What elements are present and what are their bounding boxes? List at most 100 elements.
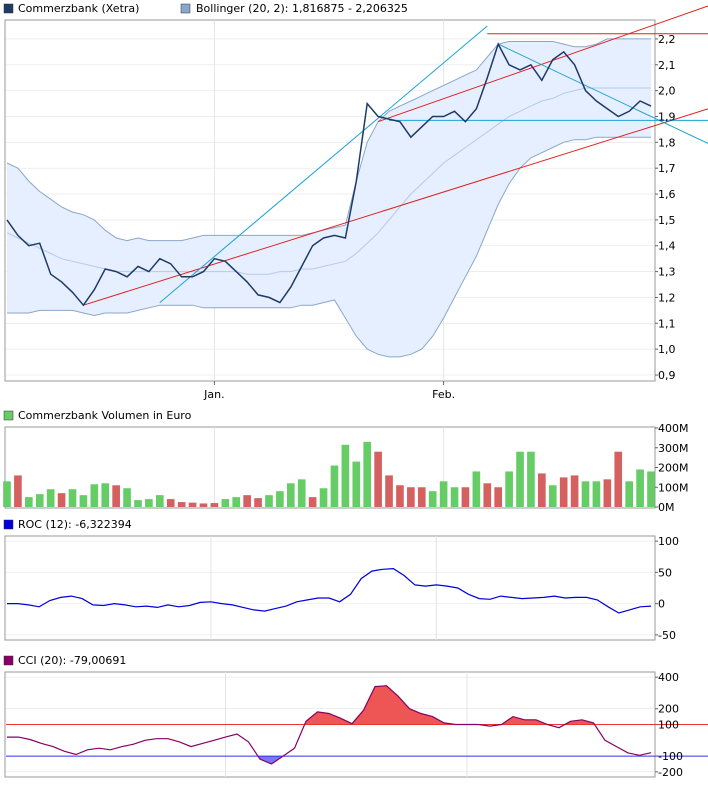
volume-legend-label: Commerzbank Volumen in Euro: [18, 409, 192, 422]
volume-bar: [166, 499, 175, 507]
volume-bar: [14, 475, 22, 507]
y-tick-label: 1,5: [658, 214, 676, 227]
volume-bar: [25, 497, 33, 507]
roc-frame: [4, 535, 656, 641]
price-panel: 0,9 1,0 1,1 1,2 1,3 1,4 1,5 1,6 1,7 1,8 1,9 2,0 2,1 2…: [4, 5, 708, 401]
volume-bar: [46, 489, 55, 507]
x-tick-label: Jan.: [203, 388, 224, 401]
volume-bar: [407, 487, 415, 507]
volume-bar: [221, 499, 230, 507]
volume-bar: [527, 451, 535, 507]
volume-bar: [352, 461, 361, 507]
y-tick-label: 2,1: [658, 59, 676, 72]
volume-bar: [90, 484, 99, 507]
y-tick-label: 300M: [658, 442, 689, 455]
bollinger-upper-line: [6, 38, 651, 242]
volume-bar: [396, 485, 404, 507]
y-tick-label: 50: [658, 566, 672, 579]
volume-bar: [636, 469, 644, 507]
volume-bar: [57, 493, 66, 507]
price-legend-swatch: [3, 3, 14, 14]
y-tick-label: 2,2: [658, 33, 676, 46]
red-trendline: [377, 5, 708, 123]
y-tick-label: 1,3: [658, 266, 676, 279]
price-legend-label: Commerzbank (Xetra): [18, 2, 139, 15]
volume-bar: [243, 495, 251, 507]
volume-bar: [232, 497, 241, 507]
roc-legend-label: ROC (12): -6,322394: [18, 518, 132, 531]
y-tick-label: 400: [658, 671, 679, 684]
cyan-trendline: [497, 43, 708, 144]
volume-bar: [123, 488, 131, 507]
volume-bar: [112, 485, 120, 507]
volume-bar: [581, 481, 590, 507]
volume-bar: [35, 494, 44, 507]
volume-bar: [439, 481, 448, 507]
volume-bar: [79, 495, 88, 507]
volume-bar: [134, 500, 142, 507]
bollinger-band-area: [7, 38, 651, 357]
bollinger-legend-label: Bollinger (20, 2): 1,816875 - 2,206325: [196, 2, 408, 15]
volume-bar: [494, 487, 503, 507]
y-tick-label: 200M: [658, 462, 689, 475]
cci-line: [7, 685, 652, 765]
volume-bar: [145, 499, 153, 507]
roc-line: [7, 567, 652, 614]
red-trendline: [83, 108, 708, 306]
volume-bar: [505, 471, 513, 507]
volume-bar: [319, 488, 328, 507]
volume-bar: [68, 489, 77, 507]
price-line: [6, 42, 652, 307]
volume-bar: [450, 487, 459, 507]
volume-bar: [603, 479, 612, 507]
y-tick-label: 100: [658, 535, 679, 548]
volume-bar: [341, 444, 350, 507]
volume-bar: [374, 451, 382, 507]
y-tick-label: 100M: [658, 481, 689, 494]
x-tick-label: Feb.: [432, 388, 455, 401]
volume-bar: [276, 491, 284, 507]
cci-legend-swatch: [3, 655, 14, 666]
volume-bar: [647, 471, 655, 507]
volume-bar: [625, 481, 633, 507]
volume-bar: [472, 471, 481, 507]
volume-legend: Commerzbank Volumen in Euro: [3, 409, 192, 422]
y-tick-label: 2,0: [658, 85, 676, 98]
volume-bar: [286, 483, 295, 507]
y-tick-label: 1,0: [658, 343, 676, 356]
volume-bar: [101, 483, 110, 507]
volume-bar: [3, 481, 11, 507]
volume-bar: [254, 498, 262, 507]
y-tick-label: 100: [658, 719, 679, 732]
y-tick-label: 1,7: [658, 162, 676, 175]
volume-bar: [177, 502, 186, 507]
volume-bar: [210, 503, 219, 507]
price-legend: Commerzbank (Xetra) Bollinger (20, 2): 1…: [3, 2, 408, 15]
y-tick-label: 1,1: [658, 317, 676, 330]
volume-bar: [483, 483, 492, 507]
roc-legend: ROC (12): -6,322394: [3, 518, 132, 531]
cci-panel: -200 -100 100 200 400: [4, 671, 708, 779]
volume-bar: [548, 485, 557, 507]
cci-legend: CCI (20): -79,00691: [3, 654, 126, 667]
y-tick-label: 1,8: [658, 136, 676, 149]
y-tick-label: 1,9: [658, 110, 676, 123]
y-tick-label: 200: [658, 703, 679, 716]
y-tick-label: 0,9: [658, 369, 676, 382]
volume-bar: [385, 475, 393, 507]
cyan-trendline: [159, 25, 488, 303]
volume-bar: [308, 497, 317, 507]
volume-bar: [363, 441, 372, 507]
volume-bar: [428, 491, 437, 507]
bollinger-legend-swatch: [180, 3, 191, 14]
volume-legend-swatch: [3, 410, 14, 421]
y-tick-label: -200: [658, 766, 683, 779]
y-tick-label: 1,4: [658, 240, 676, 253]
cci-overbought-area: [7, 685, 651, 725]
y-tick-label: 400M: [658, 422, 689, 435]
volume-bar: [199, 503, 208, 507]
y-tick-label: -50: [658, 629, 676, 642]
volume-bar: [516, 451, 524, 507]
y-tick-label: 1,6: [658, 188, 676, 201]
y-tick-label: -100: [658, 750, 683, 763]
